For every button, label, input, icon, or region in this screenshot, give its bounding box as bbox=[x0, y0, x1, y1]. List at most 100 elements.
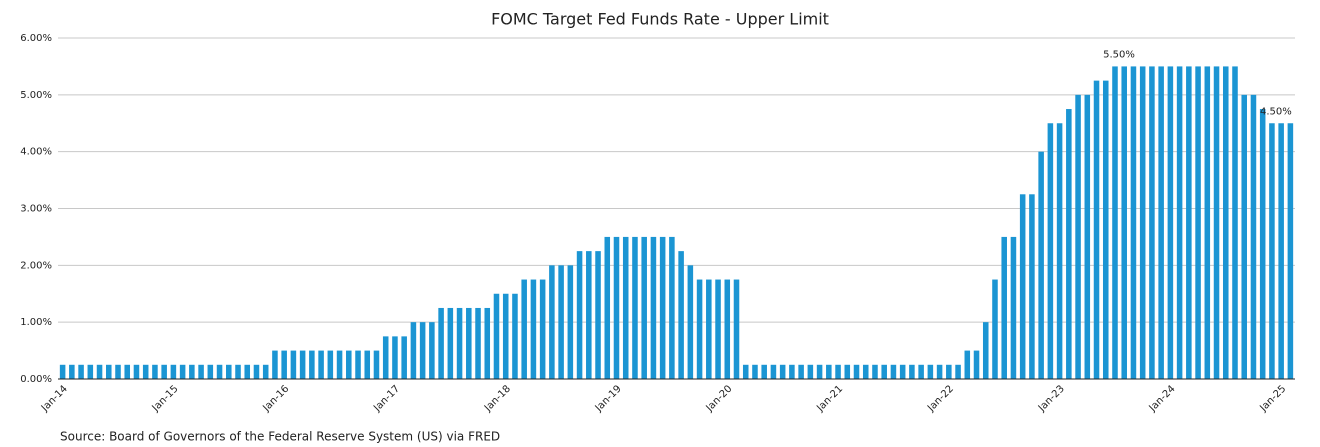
bar bbox=[659, 236, 666, 379]
bar bbox=[161, 364, 167, 379]
bar bbox=[179, 364, 186, 379]
bar bbox=[1010, 236, 1017, 379]
bar bbox=[1038, 151, 1044, 379]
chart-title: FOMC Target Fed Funds Rate - Upper Limit bbox=[491, 10, 829, 29]
bar bbox=[299, 350, 306, 379]
bar bbox=[549, 265, 555, 379]
bar bbox=[752, 364, 758, 379]
bar bbox=[1195, 66, 1201, 380]
bar bbox=[715, 279, 721, 379]
x-tick-label: Jan-18 bbox=[482, 383, 513, 414]
bar bbox=[1167, 66, 1174, 380]
x-tick-label: Jan-15 bbox=[150, 383, 181, 414]
bar bbox=[484, 307, 491, 379]
bar bbox=[807, 364, 814, 379]
bar bbox=[946, 364, 952, 379]
bar bbox=[890, 364, 897, 379]
bar bbox=[918, 364, 924, 379]
bar bbox=[696, 279, 703, 379]
bar bbox=[1029, 194, 1035, 379]
bar bbox=[604, 236, 611, 379]
bar bbox=[789, 364, 795, 379]
bar bbox=[1139, 66, 1146, 380]
bar bbox=[1278, 123, 1284, 379]
bar bbox=[133, 364, 140, 379]
bar bbox=[392, 336, 398, 379]
x-tick-label: Jan-14 bbox=[39, 383, 70, 414]
bar bbox=[687, 265, 694, 379]
bar bbox=[1075, 94, 1081, 379]
bar bbox=[872, 364, 878, 379]
bar bbox=[189, 364, 195, 379]
bar bbox=[1019, 194, 1026, 379]
bar bbox=[1112, 66, 1118, 380]
data-label: 4.50% bbox=[1260, 106, 1292, 117]
bar bbox=[78, 364, 84, 379]
bar bbox=[641, 236, 647, 379]
x-tick-label: Jan-21 bbox=[814, 383, 845, 414]
bar bbox=[1149, 66, 1155, 380]
bar bbox=[835, 364, 841, 379]
bar bbox=[844, 364, 851, 379]
bar bbox=[632, 236, 638, 379]
bar bbox=[106, 364, 112, 379]
bar bbox=[521, 279, 527, 379]
bar bbox=[992, 279, 998, 379]
bar bbox=[973, 350, 980, 379]
bar bbox=[558, 265, 564, 379]
bar bbox=[336, 350, 343, 379]
bar bbox=[1186, 66, 1192, 380]
bar bbox=[770, 364, 777, 379]
bar bbox=[96, 364, 103, 379]
bar bbox=[576, 251, 583, 379]
bar bbox=[327, 350, 334, 379]
bar bbox=[262, 364, 269, 379]
x-tick-label: Jan-23 bbox=[1036, 383, 1067, 414]
bar bbox=[115, 364, 121, 379]
bar bbox=[281, 350, 287, 379]
bar bbox=[613, 236, 620, 379]
y-tick-label: 1.00% bbox=[20, 317, 52, 328]
bar bbox=[1093, 80, 1100, 379]
y-tick-label: 5.00% bbox=[20, 90, 52, 101]
bar bbox=[881, 364, 887, 379]
bar bbox=[142, 364, 149, 379]
bar bbox=[401, 336, 407, 379]
bar bbox=[927, 364, 934, 379]
bar bbox=[669, 236, 675, 379]
bar bbox=[429, 322, 435, 379]
bar bbox=[1213, 66, 1220, 380]
bar bbox=[69, 364, 75, 379]
bar bbox=[1066, 109, 1072, 380]
bar bbox=[373, 350, 380, 379]
bar bbox=[826, 364, 832, 379]
bar bbox=[152, 364, 158, 379]
x-tick-label: Jan-20 bbox=[704, 383, 735, 414]
bar bbox=[1084, 94, 1091, 379]
bar bbox=[586, 251, 592, 379]
bar bbox=[853, 364, 860, 379]
bar bbox=[1047, 123, 1054, 379]
x-tick-label: Jan-25 bbox=[1257, 383, 1288, 414]
bar bbox=[742, 364, 749, 379]
bar bbox=[1287, 123, 1294, 379]
bar bbox=[761, 364, 767, 379]
bar bbox=[530, 279, 537, 379]
bar bbox=[1102, 80, 1109, 379]
bar bbox=[346, 350, 352, 379]
bar bbox=[1056, 123, 1063, 379]
bar bbox=[936, 364, 943, 379]
bar bbox=[235, 364, 241, 379]
bar bbox=[955, 364, 961, 379]
y-tick-label: 2.00% bbox=[20, 260, 52, 271]
bar bbox=[1158, 66, 1164, 380]
bar bbox=[779, 364, 786, 379]
bar bbox=[678, 251, 684, 379]
bar bbox=[364, 350, 371, 379]
bar bbox=[964, 350, 971, 379]
bar bbox=[226, 364, 232, 379]
bar bbox=[1269, 123, 1275, 379]
bar bbox=[456, 307, 463, 379]
data-label: 5.50% bbox=[1103, 49, 1135, 60]
